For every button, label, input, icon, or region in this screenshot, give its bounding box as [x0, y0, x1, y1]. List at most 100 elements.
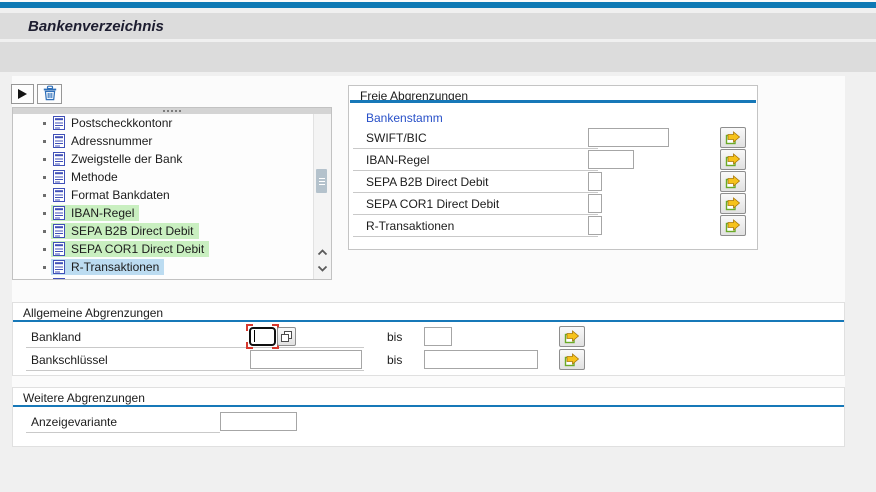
multi-select-arrow-icon — [725, 153, 741, 167]
bis-label: bis — [387, 353, 403, 367]
bullet-dot — [43, 121, 46, 125]
selection-list: Postscheckkontonr Adressnummer Zweigstel… — [12, 107, 332, 280]
bullet-dot — [43, 139, 46, 143]
document-icon — [53, 188, 65, 202]
list-item[interactable]: IBAN-Regel — [13, 204, 309, 222]
scroll-up-icon[interactable] — [317, 248, 328, 257]
section-rule — [13, 405, 844, 407]
field-label: Bankland — [31, 330, 82, 344]
document-icon — [53, 260, 65, 274]
bankland-to-input[interactable] — [424, 327, 452, 346]
bankland-from-input[interactable] — [248, 326, 277, 347]
list-item-label: IBAN-Regel — [71, 206, 135, 220]
multiple-selection-button[interactable] — [559, 349, 585, 370]
document-icon — [53, 224, 65, 238]
bullet-dot — [43, 193, 46, 197]
multiple-selection-button[interactable] — [720, 127, 746, 148]
document-icon — [53, 242, 65, 256]
iban-regel-input[interactable] — [588, 150, 634, 169]
matchcode-icon — [281, 331, 292, 342]
row-underline — [353, 192, 598, 193]
section-rule — [13, 320, 844, 322]
bullet-dot — [43, 247, 46, 251]
list-scrollbar[interactable] — [313, 114, 331, 279]
bankland-from-field — [246, 324, 279, 349]
row-underline — [353, 148, 598, 149]
multiple-selection-button[interactable] — [720, 149, 746, 170]
document-icon — [53, 278, 65, 279]
list-item[interactable]: Postscheckkontonr — [13, 114, 309, 132]
field-label: SEPA COR1 Direct Debit — [366, 197, 500, 211]
row-underline — [353, 236, 598, 237]
free-selections-panel: Freie Abgrenzungen Bankenstamm SWIFT/BIC… — [348, 85, 758, 250]
field-row: Anzeigevariante — [13, 411, 844, 433]
multi-select-arrow-icon — [725, 197, 741, 211]
bankenstamm-heading: Bankenstamm — [366, 111, 443, 125]
list-item[interactable]: SEPA B2B Direct Debit — [13, 222, 309, 240]
swift-bic-input[interactable] — [588, 128, 669, 147]
list-item-selected[interactable]: R-Transaktionen — [13, 258, 309, 276]
document-icon — [53, 206, 65, 220]
section-rule — [350, 100, 756, 103]
document-icon — [53, 170, 65, 184]
document-icon — [53, 116, 65, 130]
general-selections-panel: Allgemeine Abgrenzungen Bankland bis Ban… — [12, 302, 845, 376]
bankland-matchcode-button[interactable] — [277, 327, 296, 346]
bankschluessel-to-input[interactable] — [424, 350, 538, 369]
list-item-label: Adressnummer — [71, 134, 153, 148]
field-row: Bankschlüssel bis — [13, 349, 844, 371]
field-row: IBAN-Regel — [349, 149, 757, 171]
list-item-label: SEPA COR1 Direct Debit — [71, 242, 205, 256]
list-item-label: Zweigstelle der Bank — [71, 152, 183, 166]
title-bar: Bankenverzeichnis — [0, 13, 876, 39]
list-item[interactable]: Format Bankdaten — [13, 186, 309, 204]
list-item-label: Format Bankdaten — [71, 188, 170, 202]
multi-select-arrow-icon — [564, 330, 580, 344]
row-underline — [26, 347, 364, 348]
page-title: Bankenverzeichnis — [28, 17, 164, 35]
row-underline — [353, 214, 598, 215]
list-scroll-sash[interactable] — [13, 108, 331, 114]
play-button[interactable] — [11, 84, 34, 104]
field-row: R-Transaktionen — [349, 215, 757, 237]
multiple-selection-button[interactable] — [720, 215, 746, 236]
anzeigevariante-input[interactable] — [220, 412, 297, 431]
row-underline — [353, 170, 598, 171]
further-selections-panel: Weitere Abgrenzungen Anzeigevariante — [12, 387, 845, 447]
list-item-label: Methode — [71, 170, 118, 184]
list-item[interactable]: Zweigstelle der Bank — [13, 150, 309, 168]
field-row: SEPA COR1 Direct Debit — [349, 193, 757, 215]
document-icon — [53, 152, 65, 166]
list-item[interactable]: Adressnummer — [13, 132, 309, 150]
bullet-dot — [43, 175, 46, 179]
section-title: Freie Abgrenzungen — [360, 89, 469, 103]
list-item-label: R-Transaktionen — [71, 260, 160, 274]
scroll-down-icon[interactable] — [317, 264, 328, 273]
multi-select-arrow-icon — [725, 219, 741, 233]
window-accent-bar — [0, 2, 876, 8]
text-cursor — [254, 330, 255, 342]
sepa-cor1-input[interactable] — [588, 194, 602, 213]
multiple-selection-button[interactable] — [720, 193, 746, 214]
field-label: Anzeigevariante — [31, 415, 118, 429]
bullet-dot — [43, 211, 46, 215]
list-item[interactable]: Methode — [13, 168, 309, 186]
window-top-edge — [0, 0, 876, 2]
delete-button[interactable] — [37, 84, 62, 104]
multiple-selection-button[interactable] — [720, 171, 746, 192]
multiple-selection-button[interactable] — [559, 326, 585, 347]
row-underline — [26, 370, 364, 371]
field-row: SWIFT/BIC — [349, 127, 757, 149]
bankschluessel-from-input[interactable] — [250, 350, 362, 369]
multi-select-arrow-icon — [725, 131, 741, 145]
multi-select-arrow-icon — [725, 175, 741, 189]
field-label: IBAN-Regel — [366, 153, 430, 167]
sepa-b2b-input[interactable] — [588, 172, 602, 191]
bullet-dot — [43, 157, 46, 161]
scrollbar-thumb[interactable] — [316, 169, 327, 193]
section-title: Allgemeine Abgrenzungen — [23, 306, 164, 320]
r-transaktionen-input[interactable] — [588, 216, 602, 235]
list-item[interactable]: SEPA COR1 Direct Debit — [13, 240, 309, 258]
field-label: Bankschlüssel — [31, 353, 108, 367]
bullet-dot — [43, 229, 46, 233]
